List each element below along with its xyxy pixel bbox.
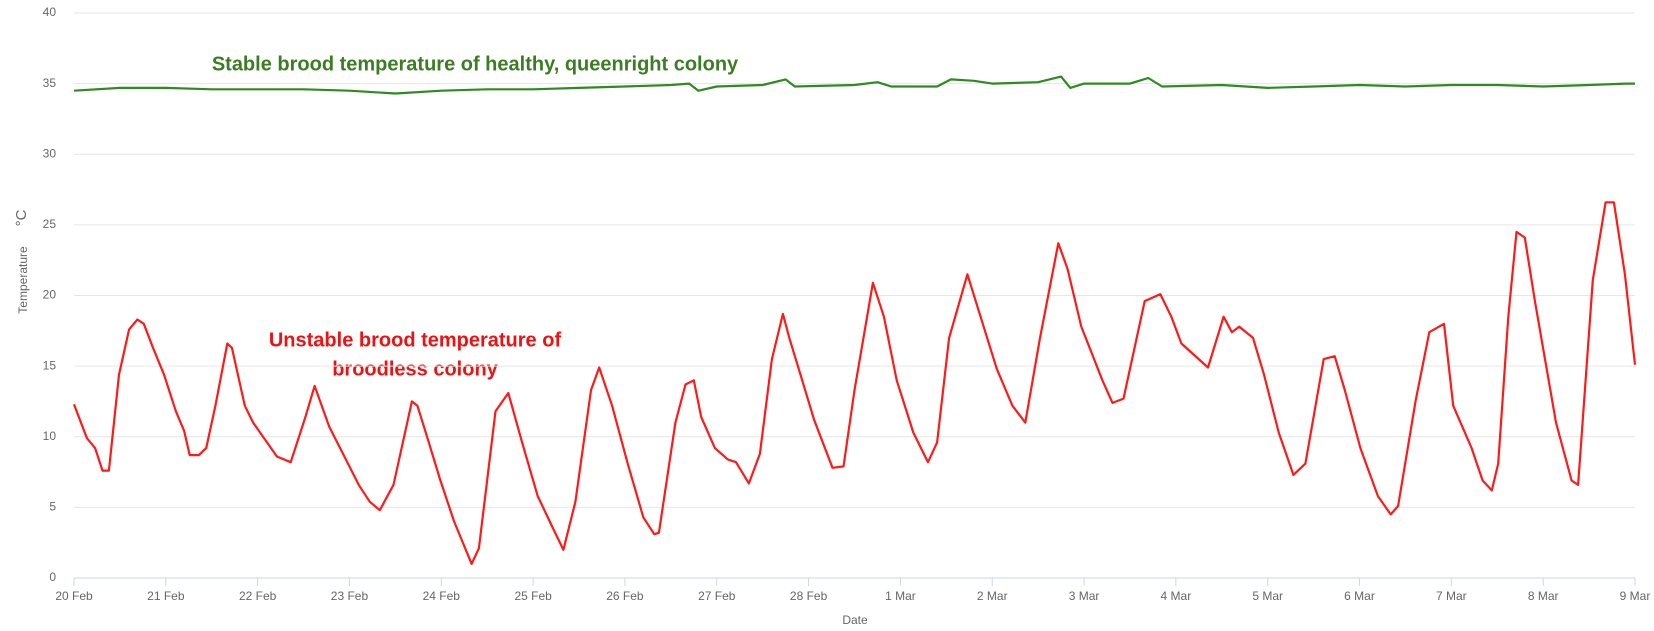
annotation: Unstable brood temperature of <box>269 329 562 351</box>
y-tick-label: 30 <box>43 146 57 160</box>
x-tick-label: 25 Feb <box>514 589 552 603</box>
x-tick-label: 28 Feb <box>790 589 828 603</box>
annotation: Stable brood temperature of healthy, que… <box>212 53 739 75</box>
y-tick-label: 5 <box>49 500 56 514</box>
x-tick-label: 27 Feb <box>698 589 736 603</box>
x-axis-title: Date <box>842 613 868 627</box>
x-tick-label: 21 Feb <box>147 589 185 603</box>
x-tick-label: 7 Mar <box>1436 589 1467 603</box>
y-axis-title: Temperature <box>16 246 30 314</box>
series-line <box>73 75 1635 95</box>
x-tick-label: 24 Feb <box>423 589 461 603</box>
y-tick-label: 15 <box>43 358 57 372</box>
y-tick-label: 20 <box>43 288 57 302</box>
x-tick-label: 1 Mar <box>885 589 916 603</box>
x-tick-label: 3 Mar <box>1069 589 1100 603</box>
y-tick-label: 25 <box>43 217 57 231</box>
x-tick-label: 22 Feb <box>239 589 277 603</box>
x-tick-label: 23 Feb <box>331 589 369 603</box>
x-tick-label: 9 Mar <box>1620 589 1651 603</box>
x-tick-label: 2 Mar <box>977 589 1008 603</box>
y-tick-label: 0 <box>49 570 56 584</box>
x-tick-label: 6 Mar <box>1344 589 1375 603</box>
x-tick-label: 5 Mar <box>1252 589 1283 603</box>
annotation: broodless colony <box>332 358 498 380</box>
x-tick-label: 26 Feb <box>606 589 644 603</box>
x-tick-label: 20 Feb <box>55 589 93 603</box>
series-line <box>72 201 1637 565</box>
x-tick-label: 8 Mar <box>1528 589 1559 603</box>
y-tick-label: 10 <box>43 429 57 443</box>
y-tick-label: 40 <box>43 5 57 19</box>
y-tick-label: 35 <box>43 76 57 90</box>
x-tick-label: 4 Mar <box>1161 589 1192 603</box>
y-axis-unit: °C <box>13 209 30 226</box>
